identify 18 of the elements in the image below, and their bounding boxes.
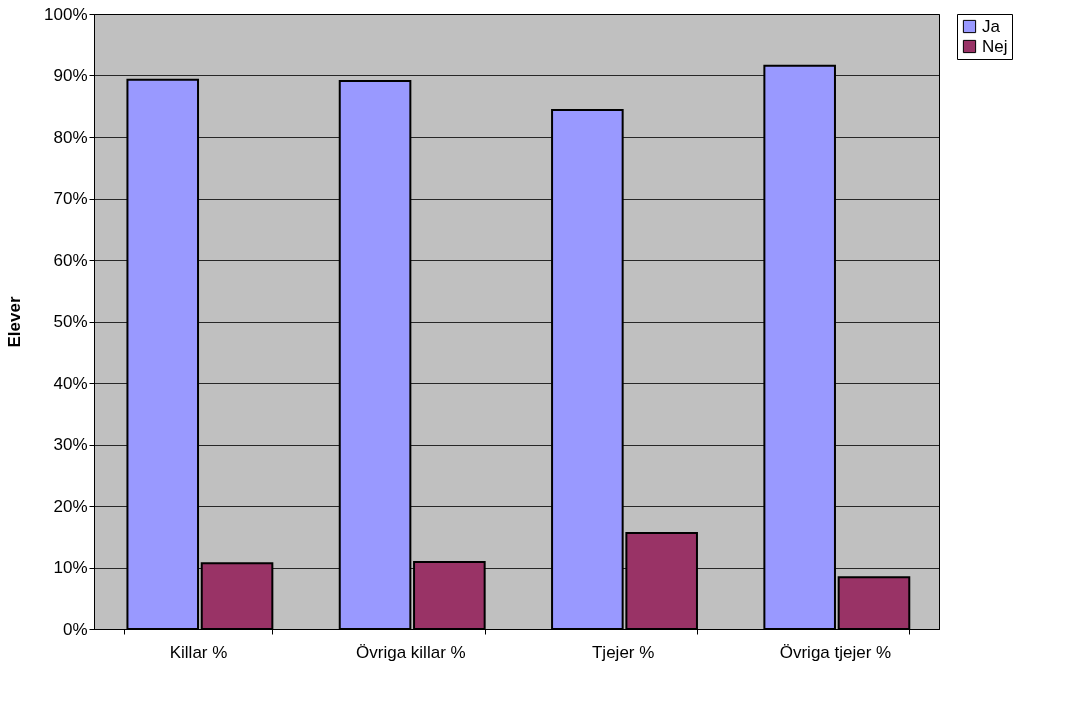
x-tick-label: Tjejer %: [591, 642, 655, 662]
y-tick-label: 30%: [53, 435, 88, 454]
y-tick-label: 10%: [53, 558, 88, 577]
y-tick-label: 40%: [53, 373, 88, 393]
x-tick-label: Övriga tjejer %: [779, 642, 892, 662]
y-tick-label: 90%: [53, 66, 88, 85]
y-tick-label: 80%: [53, 127, 88, 147]
legend-label: Nej: [982, 36, 1008, 56]
y-tick-label: 20%: [53, 496, 88, 516]
x-tick-label: Killar %: [169, 642, 228, 662]
y-tick-label: 70%: [53, 189, 88, 208]
y-tick-label: 100%: [44, 4, 88, 24]
y-tick-label: 0%: [62, 619, 88, 639]
x-tick-label: Övriga killar %: [356, 642, 466, 662]
legend-label: Ja: [982, 16, 1001, 36]
y-tick-label: 60%: [53, 250, 88, 270]
y-tick-label: 50%: [53, 312, 88, 331]
y-axis-title: Elever: [5, 296, 25, 348]
